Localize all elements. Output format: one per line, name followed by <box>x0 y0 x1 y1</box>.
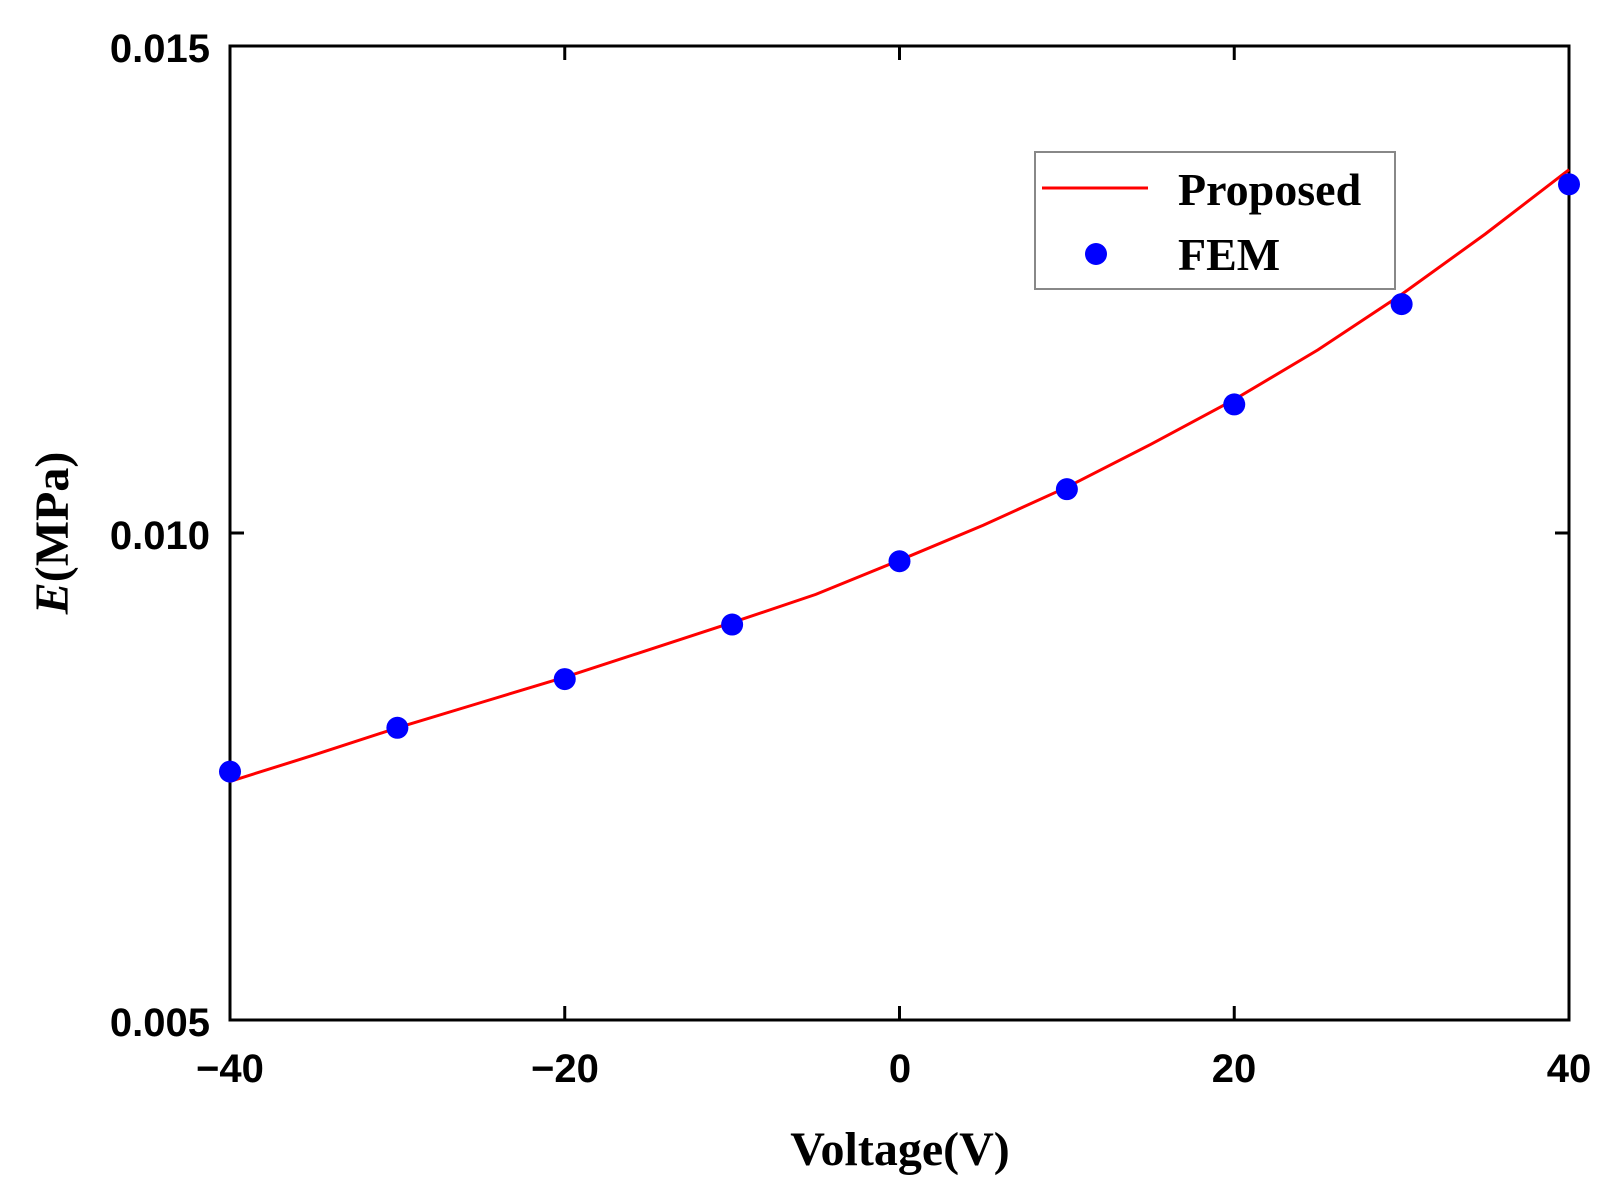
y-tick-labels: 0.015 0.010 0.005 <box>110 27 210 1045</box>
x-tick-label: 40 <box>1547 1047 1592 1091</box>
legend-label-proposed: Proposed <box>1178 164 1362 215</box>
fem-point <box>553 668 576 691</box>
y-axis-title-unit: (MPa) <box>26 452 79 583</box>
legend: Proposed FEM <box>1034 151 1396 290</box>
axis-ticks <box>228 44 1571 1022</box>
x-tick-label: −20 <box>531 1047 599 1091</box>
fem-point <box>386 716 409 739</box>
y-tick-label: 0.005 <box>110 1001 210 1045</box>
x-tick-label: −40 <box>196 1047 264 1091</box>
fem-point <box>1223 393 1246 416</box>
x-tick-label: 20 <box>1212 1047 1257 1091</box>
x-axis-title: Voltage(V) <box>790 1123 1010 1176</box>
legend-swatch-fem <box>1085 243 1107 265</box>
y-axis-title: E(MPa) <box>26 452 79 616</box>
x-tick-label: 0 <box>889 1047 911 1091</box>
fem-point <box>1055 478 1078 501</box>
fem-point <box>1558 173 1580 196</box>
y-axis-title-symbol: E <box>26 582 79 615</box>
legend-label-fem: FEM <box>1178 229 1280 280</box>
legend-box <box>1034 151 1396 290</box>
y-tick-label: 0.010 <box>110 514 210 558</box>
fem-point <box>721 613 744 636</box>
y-tick-label: 0.015 <box>110 27 210 71</box>
fem-point <box>888 550 911 573</box>
x-tick-labels: −40 −20 0 20 40 <box>196 1047 1591 1091</box>
fem-point <box>1390 293 1413 316</box>
series-points-fem <box>219 173 1580 783</box>
fem-point <box>219 760 241 783</box>
